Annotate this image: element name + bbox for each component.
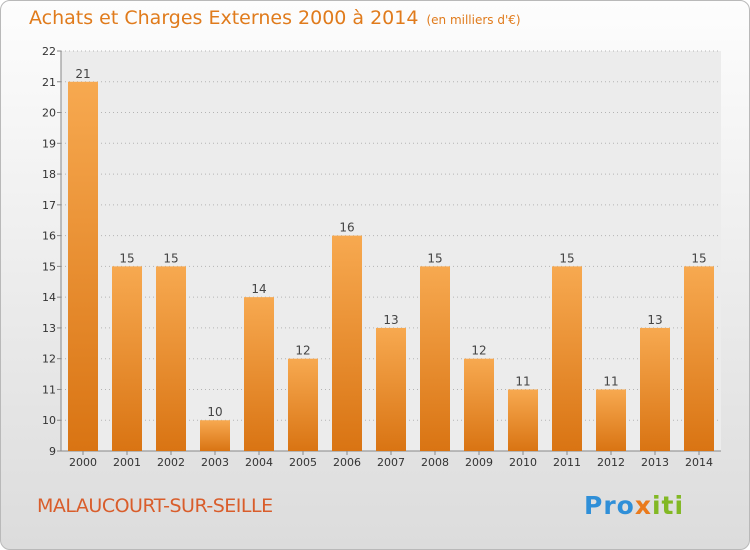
data-label-2004: 14 [251, 282, 266, 296]
x-tick-label-2003: 2003 [201, 456, 229, 469]
bar-2004 [244, 297, 274, 451]
bar-2008 [420, 266, 450, 451]
x-tick-label-2011: 2011 [553, 456, 581, 469]
data-label-2002: 15 [163, 251, 178, 265]
bar-2007 [376, 327, 406, 451]
x-tick-label-2004: 2004 [245, 456, 273, 469]
y-tick-label: 9 [49, 445, 56, 458]
data-label-2010: 11 [515, 374, 530, 388]
data-label-2003: 10 [207, 405, 222, 419]
data-label-2001: 15 [119, 251, 134, 265]
x-tick-label-2014: 2014 [685, 456, 713, 469]
bar-2013 [640, 327, 670, 451]
title-unit: (en milliers d'€) [426, 13, 521, 27]
x-tick-label-2013: 2013 [641, 456, 669, 469]
y-tick-label: 21 [42, 76, 56, 89]
y-tick-label: 20 [42, 107, 56, 120]
data-label-2009: 12 [471, 344, 486, 358]
y-tick-label: 19 [42, 137, 56, 150]
y-tick-label: 14 [42, 291, 56, 304]
x-tick-label-2005: 2005 [289, 456, 317, 469]
bar-2009 [464, 358, 494, 451]
x-tick-label-2012: 2012 [597, 456, 625, 469]
chart-title: Achats et Charges Externes 2000 à 2014 (e… [29, 7, 521, 29]
bar-2014 [684, 266, 714, 451]
bar-2012 [596, 389, 626, 451]
y-tick-label: 13 [42, 322, 56, 335]
data-label-2011: 15 [559, 251, 574, 265]
data-label-2007: 13 [383, 313, 398, 327]
x-tick-label-2008: 2008 [421, 456, 449, 469]
data-label-2008: 15 [427, 251, 442, 265]
logo-part-3: iti [651, 491, 685, 520]
bar-2001 [112, 266, 142, 451]
y-tick-label: 17 [42, 199, 56, 212]
commune-name: MALAUCOURT-SUR-SEILLE [37, 495, 273, 517]
bar-2003 [200, 420, 230, 451]
bar-2000 [68, 81, 98, 452]
y-tick-label: 10 [42, 414, 56, 427]
x-tick-label-2000: 2000 [69, 456, 97, 469]
x-tick-label-2001: 2001 [113, 456, 141, 469]
data-label-2014: 15 [691, 251, 706, 265]
data-label-2012: 11 [603, 374, 618, 388]
y-tick-label: 22 [42, 45, 56, 58]
x-tick-label-2010: 2010 [509, 456, 537, 469]
x-tick-label-2007: 2007 [377, 456, 405, 469]
logo-part-1: Pro [584, 491, 635, 520]
y-tick-label: 15 [42, 260, 56, 273]
x-tick-label-2002: 2002 [157, 456, 185, 469]
data-label-2006: 16 [339, 221, 354, 235]
bar-2005 [288, 358, 318, 451]
y-tick-label: 18 [42, 168, 56, 181]
y-tick-label: 16 [42, 230, 56, 243]
bar-2011 [552, 266, 582, 451]
data-label-2005: 12 [295, 344, 310, 358]
bar-2006 [332, 235, 362, 451]
data-label-2013: 13 [647, 313, 662, 327]
title-text: Achats et Charges Externes 2000 à 2014 [29, 7, 419, 29]
y-tick-label: 11 [42, 383, 56, 396]
bar-2010 [508, 389, 538, 451]
logo-part-2: x [634, 491, 652, 520]
bar-2002 [156, 266, 186, 451]
data-label-2000: 21 [75, 67, 90, 81]
proxiti-logo: Proxiti [584, 491, 684, 520]
x-tick-label-2009: 2009 [465, 456, 493, 469]
y-tick-label: 12 [42, 353, 56, 366]
x-tick-label-2006: 2006 [333, 456, 361, 469]
